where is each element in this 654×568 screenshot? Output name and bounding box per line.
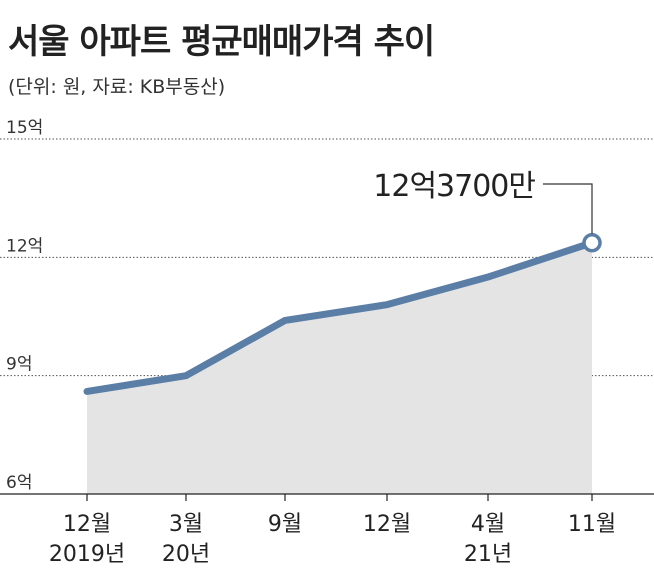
x-tick-label: 12월 (63, 512, 111, 537)
y-tick-label: 6억 (6, 473, 32, 493)
x-axis: 12월 2019년 3월 20년 9월 12월 4월 21년 11월 (0, 493, 654, 567)
annotation: 12억3700만 (373, 169, 593, 234)
chart-title: 서울 아파트 평균매매가격 추이 (8, 22, 435, 62)
x-tick-label: 11월 (568, 512, 616, 537)
x-tick-label: 4월 (471, 512, 505, 537)
y-tick-label: 15억 (6, 118, 43, 138)
x-tick-label: 3월 (169, 512, 203, 537)
series-line (83, 232, 602, 395)
series-polyline (83, 239, 596, 395)
y-tick-label: 9억 (6, 355, 32, 375)
y-tick-label: 12억 (6, 236, 43, 256)
chart-subtitle: (단위: 원, 자료: KB부동산) (8, 76, 226, 98)
x-tick-sublabel: 21년 (464, 542, 512, 567)
last-point-marker (582, 232, 602, 253)
x-tick-label: 9월 (268, 512, 302, 537)
x-tick-sublabel: 2019년 (49, 542, 125, 567)
area-shape (87, 242, 592, 494)
annotation-label: 12억3700만 (373, 169, 535, 204)
x-tick-sublabel: 20년 (162, 542, 210, 567)
annotation-leader (543, 183, 593, 234)
y-axis-labels: 6억 9억 12억 15억 (6, 118, 43, 493)
x-tick-label: 12월 (363, 512, 411, 537)
area-fill (87, 242, 592, 494)
